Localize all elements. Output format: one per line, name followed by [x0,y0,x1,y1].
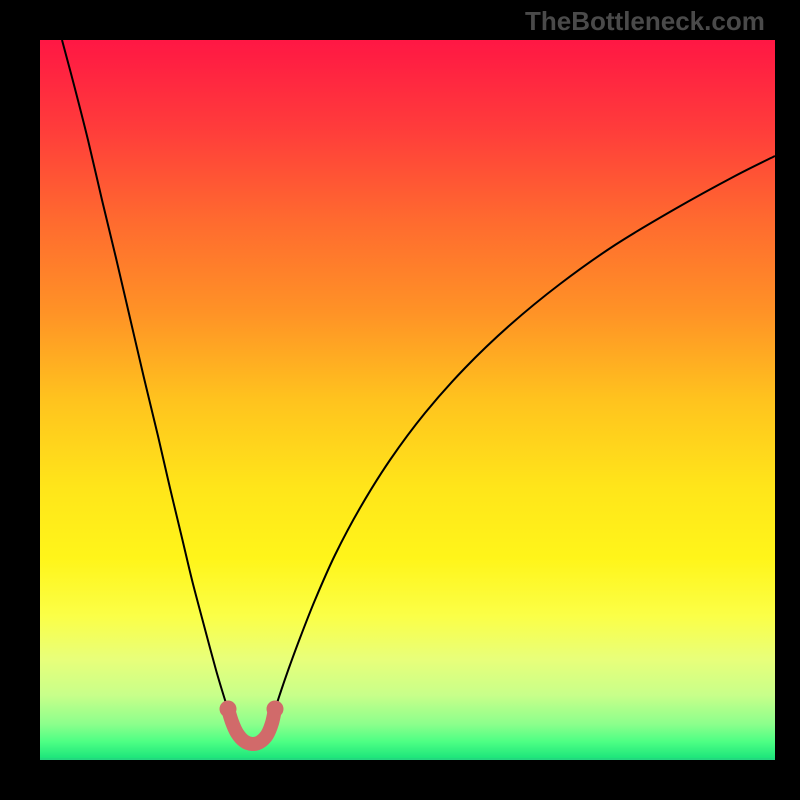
chart-svg [0,0,800,800]
trough-dot-left [220,701,237,718]
trough-dot-right [267,701,284,718]
baseline [40,758,775,760]
bottleneck-chart: TheBottleneck.com [0,0,800,800]
watermark-text: TheBottleneck.com [525,6,765,37]
